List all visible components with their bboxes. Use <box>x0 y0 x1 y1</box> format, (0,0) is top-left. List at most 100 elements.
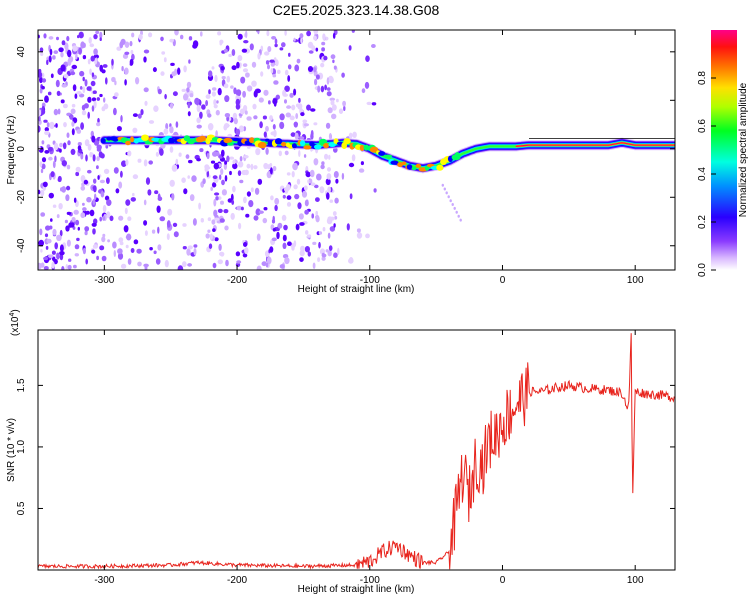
trail-mark <box>449 199 452 203</box>
noise-mark <box>80 212 86 219</box>
noise-mark <box>232 163 238 170</box>
ridge-blob <box>436 164 444 171</box>
noise-mark <box>105 144 109 149</box>
noise-mark <box>337 247 340 255</box>
noise-mark <box>224 225 229 231</box>
noise-mark <box>204 167 209 172</box>
noise-mark <box>293 240 297 247</box>
noise-mark <box>271 36 277 40</box>
noise-mark <box>105 77 108 85</box>
noise-mark <box>295 113 299 119</box>
noise-mark <box>314 78 318 86</box>
noise-mark <box>287 75 291 82</box>
noise-mark <box>272 165 277 172</box>
noise-mark <box>211 91 216 97</box>
noise-mark <box>45 225 51 231</box>
noise-mark <box>274 204 278 212</box>
noise-mark <box>257 52 261 60</box>
noise-mark <box>131 32 135 38</box>
noise-mark <box>270 195 274 201</box>
noise-mark <box>198 202 202 210</box>
noise-mark <box>287 64 292 70</box>
trail-mark <box>441 183 444 187</box>
noise-mark <box>300 112 305 117</box>
x-tick-label: -300 <box>94 275 114 286</box>
noise-mark <box>45 245 49 250</box>
ridge-blob <box>323 143 330 149</box>
noise-mark <box>76 237 80 242</box>
noise-mark <box>42 78 47 83</box>
noise-mark <box>264 51 270 56</box>
noise-mark <box>66 164 71 170</box>
noise-mark <box>55 79 60 88</box>
noise-mark <box>201 104 206 110</box>
noise-mark <box>289 115 295 121</box>
noise-mark <box>299 222 305 226</box>
noise-mark <box>137 158 142 163</box>
noise-mark <box>56 90 61 96</box>
noise-mark <box>66 239 71 247</box>
noise-mark <box>243 40 249 44</box>
noise-mark <box>213 162 219 170</box>
noise-mark <box>51 261 55 269</box>
y-tick-label: -20 <box>16 190 27 205</box>
noise-mark <box>172 222 178 227</box>
ridge-core-max <box>515 142 675 147</box>
noise-mark <box>53 50 59 54</box>
noise-mark <box>39 76 43 84</box>
noise-mark <box>103 103 109 110</box>
noise-mark <box>84 79 88 87</box>
noise-mark <box>80 175 86 183</box>
ridge-blob <box>183 135 191 142</box>
noise-mark <box>318 241 321 249</box>
noise-mark <box>160 71 165 76</box>
noise-mark <box>207 229 211 233</box>
noise-mark <box>257 30 260 35</box>
ridge-blob <box>168 137 175 144</box>
noise-mark <box>284 85 290 92</box>
ridge-blob <box>144 141 153 145</box>
noise-mark <box>187 175 190 179</box>
noise-mark <box>288 52 291 57</box>
noise-mark <box>48 254 54 258</box>
noise-mark <box>59 244 64 252</box>
noise-mark <box>91 222 97 227</box>
noise-mark <box>199 111 203 120</box>
noise-mark <box>325 249 329 253</box>
ridge-blob <box>341 142 348 150</box>
noise-mark <box>53 258 58 265</box>
noise-mark <box>98 151 103 158</box>
noise-mark <box>56 234 62 241</box>
noise-mark <box>59 148 62 153</box>
noise-mark <box>246 116 252 121</box>
noise-mark <box>208 70 213 78</box>
noise-mark <box>317 85 321 93</box>
noise-mark <box>245 30 248 39</box>
noise-mark <box>55 123 58 128</box>
noise-mark <box>238 125 244 133</box>
snr-data <box>38 333 675 570</box>
noise-mark <box>41 163 46 170</box>
noise-mark <box>106 177 110 185</box>
noise-mark <box>207 113 212 118</box>
noise-mark <box>96 156 100 162</box>
noise-mark <box>277 222 283 229</box>
noise-mark <box>298 150 301 157</box>
noise-mark <box>229 170 232 176</box>
noise-mark <box>244 247 249 255</box>
noise-mark <box>130 248 135 253</box>
noise-mark <box>258 210 264 214</box>
ridge-blob <box>281 141 287 147</box>
noise-mark <box>334 197 339 204</box>
noise-mark <box>80 153 84 160</box>
noise-mark <box>232 185 236 193</box>
noise-mark <box>336 98 339 103</box>
noise-mark <box>274 43 278 48</box>
noise-mark <box>70 108 76 115</box>
noise-mark <box>223 209 229 214</box>
noise-mark <box>241 48 248 53</box>
noise-mark <box>245 72 250 78</box>
noise-mark <box>213 104 218 109</box>
noise-mark <box>41 140 45 145</box>
noise-mark <box>39 47 44 53</box>
